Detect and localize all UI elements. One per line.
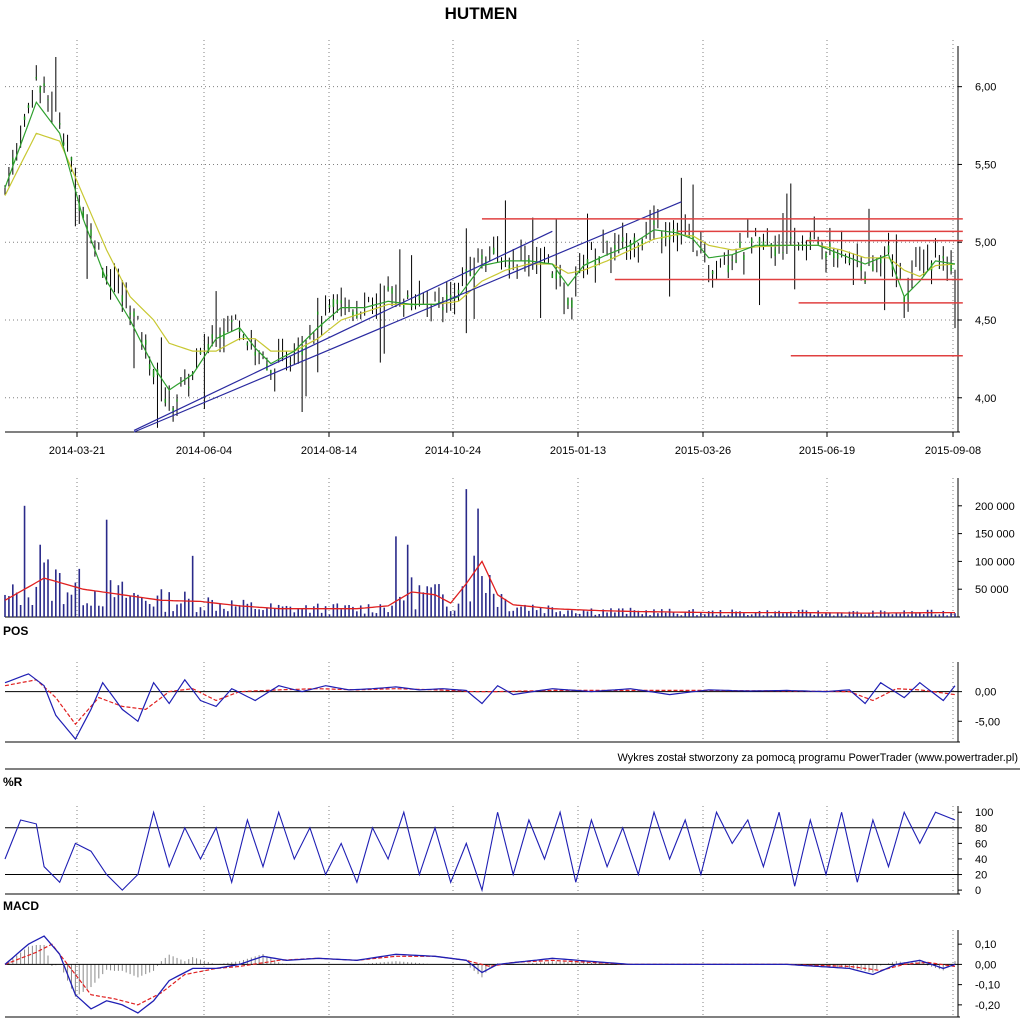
price-y-tick-label: 4,00 bbox=[975, 393, 996, 405]
williams-r-panel: %R 0 20 40 60 80 100 bbox=[3, 775, 993, 897]
price-x-tick-label: 2015-01-13 bbox=[550, 445, 606, 457]
price-x-tick-label: 2015-09-08 bbox=[925, 445, 981, 457]
volume-y-tick-label: 50 000 bbox=[975, 584, 1009, 596]
macd-main-line bbox=[4, 935, 956, 1014]
williams_r-y-tick-label: 20 bbox=[975, 870, 987, 882]
williams-r-panel-title: %R bbox=[3, 775, 23, 789]
price-y-tick-label: 5,00 bbox=[975, 237, 996, 249]
williams_r-y-tick-label: 100 bbox=[975, 807, 993, 819]
trendline bbox=[133, 201, 682, 433]
macd-y-tick-label: -0,20 bbox=[975, 1000, 1000, 1012]
volume-panel: 50 000 100 000 150 000 200 000 bbox=[4, 478, 1015, 618]
price-x-tick-label: 2014-06-04 bbox=[176, 445, 232, 457]
ma-slow-line bbox=[4, 132, 956, 352]
williams-r-line bbox=[4, 810, 956, 893]
macd-panel-title: MACD bbox=[3, 899, 39, 913]
volume-ma-line bbox=[4, 560, 955, 614]
pos-panel-title: POS bbox=[3, 624, 28, 638]
price-x-tick-label: 2014-08-14 bbox=[301, 445, 357, 457]
price-x-tick-label: 2014-03-21 bbox=[49, 445, 105, 457]
price-x-tick-label: 2015-06-19 bbox=[799, 445, 855, 457]
pos-y-tick-label: 0,00 bbox=[975, 687, 996, 699]
price-y-tick-label: 6,00 bbox=[975, 82, 996, 94]
chart-title: HUTMEN bbox=[445, 4, 518, 23]
price-x-tick-label: 2015-03-26 bbox=[675, 445, 731, 457]
macd-y-tick-label: 0,00 bbox=[975, 959, 996, 971]
price-panel: 4,00 4,50 5,00 5,50 6,00 2014-03-21 2014-06-04… bbox=[4, 40, 996, 457]
price-y-tick-label: 4,50 bbox=[975, 315, 996, 327]
trendline bbox=[133, 230, 553, 431]
williams_r-y-tick-label: 40 bbox=[975, 854, 987, 866]
macd-y-tick-label: -0,10 bbox=[975, 980, 1000, 992]
price-x-tick-label: 2014-10-24 bbox=[425, 445, 481, 457]
price-y-tick-label: 5,50 bbox=[975, 159, 996, 171]
pos-main-line bbox=[4, 673, 956, 741]
macd-y-tick-label: 0,10 bbox=[975, 939, 996, 951]
pos-y-tick-label: -5,00 bbox=[975, 716, 1000, 728]
volume-y-tick-label: 200 000 bbox=[975, 501, 1015, 513]
williams_r-y-tick-label: 60 bbox=[975, 838, 987, 850]
pos-panel: POS 0,00 -5,00 bbox=[3, 624, 1020, 770]
macd-panel: MACD 0,10 0,00 -0,10 -0,20 bbox=[3, 899, 1000, 1018]
macd-signal-line bbox=[4, 943, 956, 1006]
williams_r-y-tick-label: 80 bbox=[975, 823, 987, 835]
volume-y-tick-label: 150 000 bbox=[975, 529, 1015, 541]
credit-text: Wykres został stworzony za pomocą progra… bbox=[617, 752, 1018, 764]
volume-y-tick-label: 100 000 bbox=[975, 556, 1015, 568]
williams_r-y-tick-label: 0 bbox=[975, 885, 981, 897]
ma-fast-line bbox=[4, 100, 956, 391]
